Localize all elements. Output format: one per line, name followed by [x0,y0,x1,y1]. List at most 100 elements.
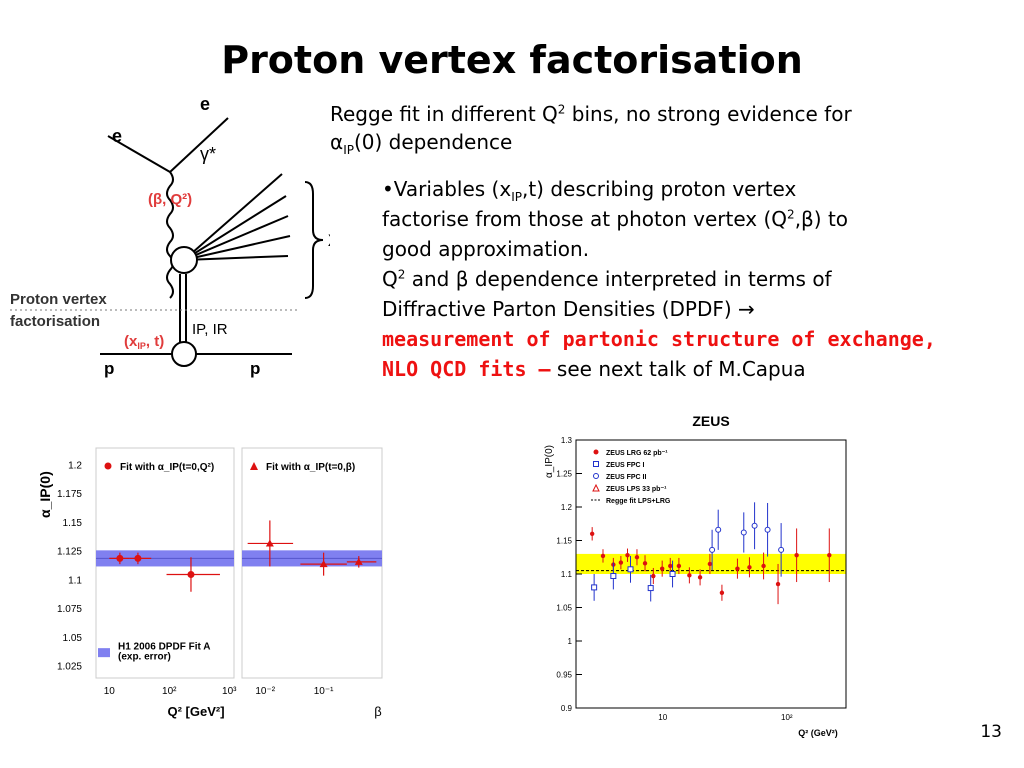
data-point [794,553,799,558]
bullet-sub: IP [511,190,522,204]
highlight-text: NLO QCD fits – [382,357,551,381]
intro-part: bins, no strong evidence for [565,102,852,126]
x-line [183,215,289,261]
legend-text: ZEUS LRG 62 pb⁻¹ [606,450,668,457]
chart-title: ZEUS [692,413,729,429]
y-tick-label: 1.175 [57,489,82,500]
factorisation-diagram: e e γ* (β, Q²) X Proton vertex factorisa… [10,94,330,378]
legend-text: Fit with α_IP(t=0,Q²) [120,462,214,473]
y-tick-label: 1.1 [561,570,573,579]
y-tick-label: 1.125 [57,547,82,558]
bullet-part: good approximation. [382,237,590,261]
data-point [625,553,630,558]
legend-text: ZEUS FPC I [606,462,645,469]
data-point [659,566,665,571]
electron-out-line [169,117,229,173]
bullet-part: ,t) describing proton vertex [521,177,797,201]
highlight-text: measurement of partonic structure of exc… [382,327,936,351]
y-axis-label: α_IP(0) [544,445,555,478]
y-tick-label: 1.2 [561,503,573,512]
intro-part: α [330,130,344,154]
data-point [134,554,142,562]
x-axis-label: β [374,704,381,719]
photon-vertex [170,246,198,274]
proton-vars-label: (xIP, t) [124,333,164,351]
bullet-part: ,β) to [794,207,849,231]
data-point [751,522,758,529]
intro-sub: IP [343,143,354,157]
intro-text: Regge fit in different Q2 bins, no stron… [330,100,1010,156]
y-tick-label: 1.075 [57,604,82,615]
legend-marker [104,462,112,470]
bullet-part: •Variables (x [382,177,512,201]
note-band-swatch [98,648,110,658]
data-point [116,554,124,562]
data-point [709,546,716,553]
photon-vars-label: (β, Q²) [148,191,192,208]
data-point [651,573,656,579]
data-point [740,529,747,536]
data-point [719,590,725,595]
data-point [707,561,713,567]
x-tick-label: 10² [162,686,177,697]
data-point [319,560,328,568]
legend-marker [592,483,600,492]
proton-in-label: p [104,359,114,378]
bullet-sup: 2 [397,267,406,282]
data-point [589,531,595,536]
data-point [618,560,624,565]
data-point [627,566,634,573]
x-line [183,173,283,261]
y-tick-label: 1.05 [556,604,572,613]
y-tick-label: 1.3 [561,436,573,445]
legend-text: Fit with α_IP(t=0,β) [266,462,355,473]
data-point [669,571,676,577]
legend-marker [593,473,599,479]
y-tick-label: 0.9 [561,704,573,713]
data-point [687,573,692,578]
y-tick-label: 1.15 [556,537,572,546]
note-text: H1 2006 DPDF Fit A [118,641,210,652]
y-tick-label: 1.2 [68,460,82,471]
data-point [735,566,740,571]
intro-part: (0) dependence [353,130,513,154]
electron-in-label: e [112,126,122,146]
proton-vertex [171,341,197,367]
factorisation-label: Proton vertex [10,291,107,308]
data-point [778,546,785,553]
x-line [183,255,289,261]
bullet-sup: 2 [787,207,795,222]
slide-title: Proton vertex factorisation [221,38,803,82]
x-tick-label: 10² [781,713,793,722]
bullet-part: see next talk of M.Capua [550,357,806,381]
x-tick-label: 10 [104,686,116,697]
y-tick-label: 0.95 [556,671,572,680]
y-tick-label: 1.05 [63,633,83,644]
electron-out-label: e [200,94,210,114]
bullet-part: Diffractive Parton Densities (DPDF) → [382,297,755,321]
x-axis-label: Q² (GeV²) [798,728,838,738]
electron-in-line [107,135,171,173]
x-tick-label: 10⁻¹ [314,686,334,697]
x-brace [304,181,324,299]
data-point [764,526,771,533]
bullet-part: Q [382,267,398,291]
data-point [642,561,648,566]
note-text: (exp. error) [118,652,171,663]
intro-part: Regge fit in different Q [330,102,558,126]
data-point [634,555,640,560]
x-line [183,235,291,261]
legend-text: Regge fit LPS+LRG [606,498,671,505]
data-point [676,563,682,569]
data-point [647,585,654,592]
bullet-part: factorise from those at photon vertex (Q [382,207,788,231]
data-point [610,573,617,580]
legend-marker [250,462,258,470]
data-point [354,557,363,565]
bullet-part: and β dependence interpreted in terms of [405,267,832,291]
legend-marker [593,449,599,455]
intro-sup: 2 [557,102,566,117]
gamma-label: γ* [200,144,216,164]
data-point [697,575,703,580]
data-point [265,539,274,547]
